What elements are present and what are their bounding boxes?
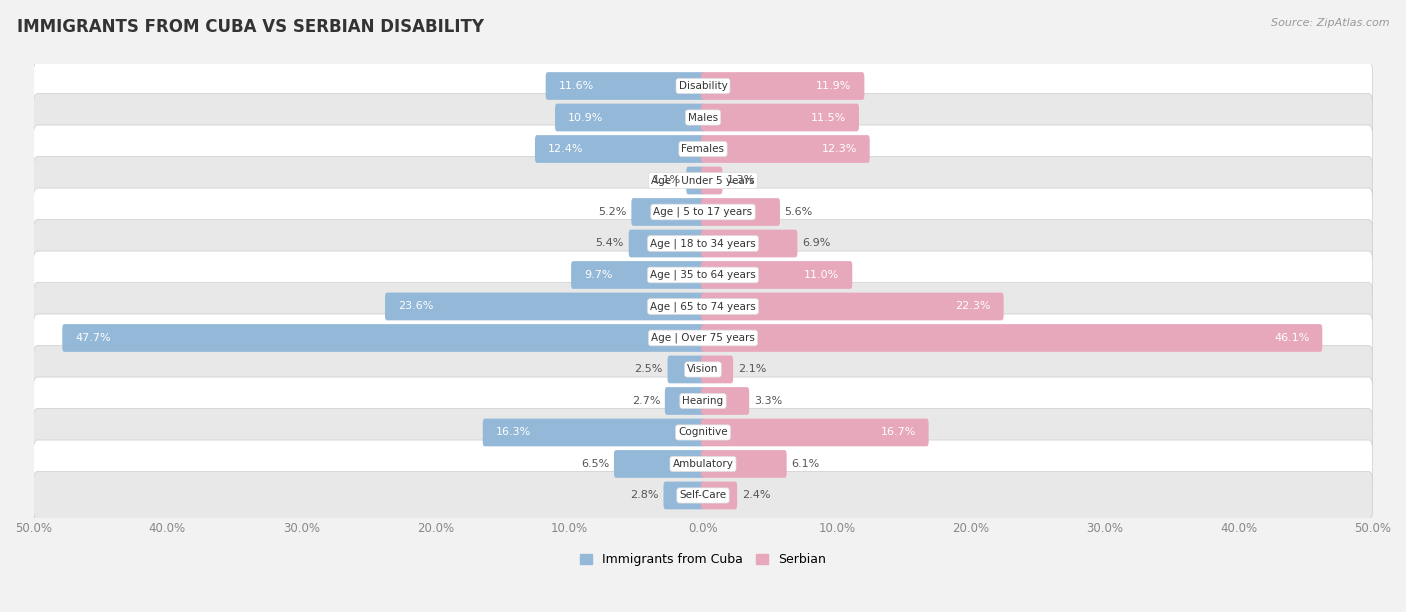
FancyBboxPatch shape — [702, 387, 749, 415]
Text: 5.6%: 5.6% — [785, 207, 813, 217]
Text: 12.3%: 12.3% — [821, 144, 858, 154]
FancyBboxPatch shape — [702, 419, 928, 446]
FancyBboxPatch shape — [631, 198, 704, 226]
FancyBboxPatch shape — [668, 356, 704, 383]
Text: Age | 5 to 17 years: Age | 5 to 17 years — [654, 207, 752, 217]
FancyBboxPatch shape — [571, 261, 704, 289]
FancyBboxPatch shape — [628, 230, 704, 258]
FancyBboxPatch shape — [34, 251, 1372, 299]
FancyBboxPatch shape — [546, 72, 704, 100]
Text: IMMIGRANTS FROM CUBA VS SERBIAN DISABILITY: IMMIGRANTS FROM CUBA VS SERBIAN DISABILI… — [17, 18, 484, 36]
Text: 46.1%: 46.1% — [1274, 333, 1309, 343]
Text: 1.1%: 1.1% — [654, 176, 682, 185]
Text: 10.9%: 10.9% — [568, 113, 603, 122]
FancyBboxPatch shape — [555, 103, 704, 132]
Text: Self-Care: Self-Care — [679, 490, 727, 501]
Text: 11.0%: 11.0% — [804, 270, 839, 280]
FancyBboxPatch shape — [702, 261, 852, 289]
FancyBboxPatch shape — [34, 157, 1372, 204]
Text: 12.4%: 12.4% — [548, 144, 583, 154]
Legend: Immigrants from Cuba, Serbian: Immigrants from Cuba, Serbian — [576, 550, 830, 570]
FancyBboxPatch shape — [34, 220, 1372, 267]
Text: Cognitive: Cognitive — [678, 427, 728, 438]
FancyBboxPatch shape — [34, 377, 1372, 425]
FancyBboxPatch shape — [614, 450, 704, 478]
Text: 11.6%: 11.6% — [558, 81, 593, 91]
FancyBboxPatch shape — [686, 166, 704, 195]
FancyBboxPatch shape — [702, 103, 859, 132]
Text: 6.9%: 6.9% — [801, 239, 831, 248]
FancyBboxPatch shape — [34, 440, 1372, 488]
Text: 2.5%: 2.5% — [634, 365, 662, 375]
Text: 9.7%: 9.7% — [583, 270, 613, 280]
FancyBboxPatch shape — [482, 419, 704, 446]
FancyBboxPatch shape — [702, 482, 737, 509]
FancyBboxPatch shape — [664, 482, 704, 509]
Text: 6.1%: 6.1% — [792, 459, 820, 469]
FancyBboxPatch shape — [702, 135, 870, 163]
FancyBboxPatch shape — [34, 125, 1372, 173]
FancyBboxPatch shape — [702, 356, 733, 383]
FancyBboxPatch shape — [702, 324, 1322, 352]
Text: 2.1%: 2.1% — [738, 365, 766, 375]
Text: 23.6%: 23.6% — [398, 302, 433, 312]
Text: Females: Females — [682, 144, 724, 154]
FancyBboxPatch shape — [702, 166, 723, 195]
Text: 5.4%: 5.4% — [596, 239, 624, 248]
FancyBboxPatch shape — [34, 188, 1372, 236]
FancyBboxPatch shape — [34, 471, 1372, 520]
FancyBboxPatch shape — [534, 135, 704, 163]
Text: Source: ZipAtlas.com: Source: ZipAtlas.com — [1271, 18, 1389, 28]
Text: Hearing: Hearing — [682, 396, 724, 406]
Text: 2.7%: 2.7% — [631, 396, 661, 406]
Text: Disability: Disability — [679, 81, 727, 91]
Text: Age | 18 to 34 years: Age | 18 to 34 years — [650, 238, 756, 248]
FancyBboxPatch shape — [385, 293, 704, 320]
FancyBboxPatch shape — [702, 293, 1004, 320]
Text: Males: Males — [688, 113, 718, 122]
Text: Ambulatory: Ambulatory — [672, 459, 734, 469]
Text: 16.3%: 16.3% — [495, 427, 530, 438]
Text: 2.8%: 2.8% — [630, 490, 659, 501]
Text: 11.9%: 11.9% — [817, 81, 852, 91]
FancyBboxPatch shape — [34, 283, 1372, 330]
Text: Age | 65 to 74 years: Age | 65 to 74 years — [650, 301, 756, 312]
Text: Age | 35 to 64 years: Age | 35 to 64 years — [650, 270, 756, 280]
Text: 5.2%: 5.2% — [599, 207, 627, 217]
FancyBboxPatch shape — [34, 94, 1372, 141]
Text: Age | Under 5 years: Age | Under 5 years — [651, 175, 755, 186]
FancyBboxPatch shape — [702, 230, 797, 258]
Text: 11.5%: 11.5% — [811, 113, 846, 122]
FancyBboxPatch shape — [702, 450, 787, 478]
FancyBboxPatch shape — [62, 324, 704, 352]
FancyBboxPatch shape — [34, 409, 1372, 457]
Text: 1.3%: 1.3% — [727, 176, 755, 185]
FancyBboxPatch shape — [34, 62, 1372, 110]
Text: 6.5%: 6.5% — [581, 459, 609, 469]
FancyBboxPatch shape — [665, 387, 704, 415]
Text: Age | Over 75 years: Age | Over 75 years — [651, 333, 755, 343]
Text: 3.3%: 3.3% — [754, 396, 782, 406]
Text: 16.7%: 16.7% — [880, 427, 915, 438]
Text: 2.4%: 2.4% — [742, 490, 770, 501]
Text: 47.7%: 47.7% — [75, 333, 111, 343]
FancyBboxPatch shape — [34, 314, 1372, 362]
FancyBboxPatch shape — [34, 346, 1372, 394]
FancyBboxPatch shape — [702, 198, 780, 226]
FancyBboxPatch shape — [702, 72, 865, 100]
Text: 22.3%: 22.3% — [956, 302, 991, 312]
Text: Vision: Vision — [688, 365, 718, 375]
